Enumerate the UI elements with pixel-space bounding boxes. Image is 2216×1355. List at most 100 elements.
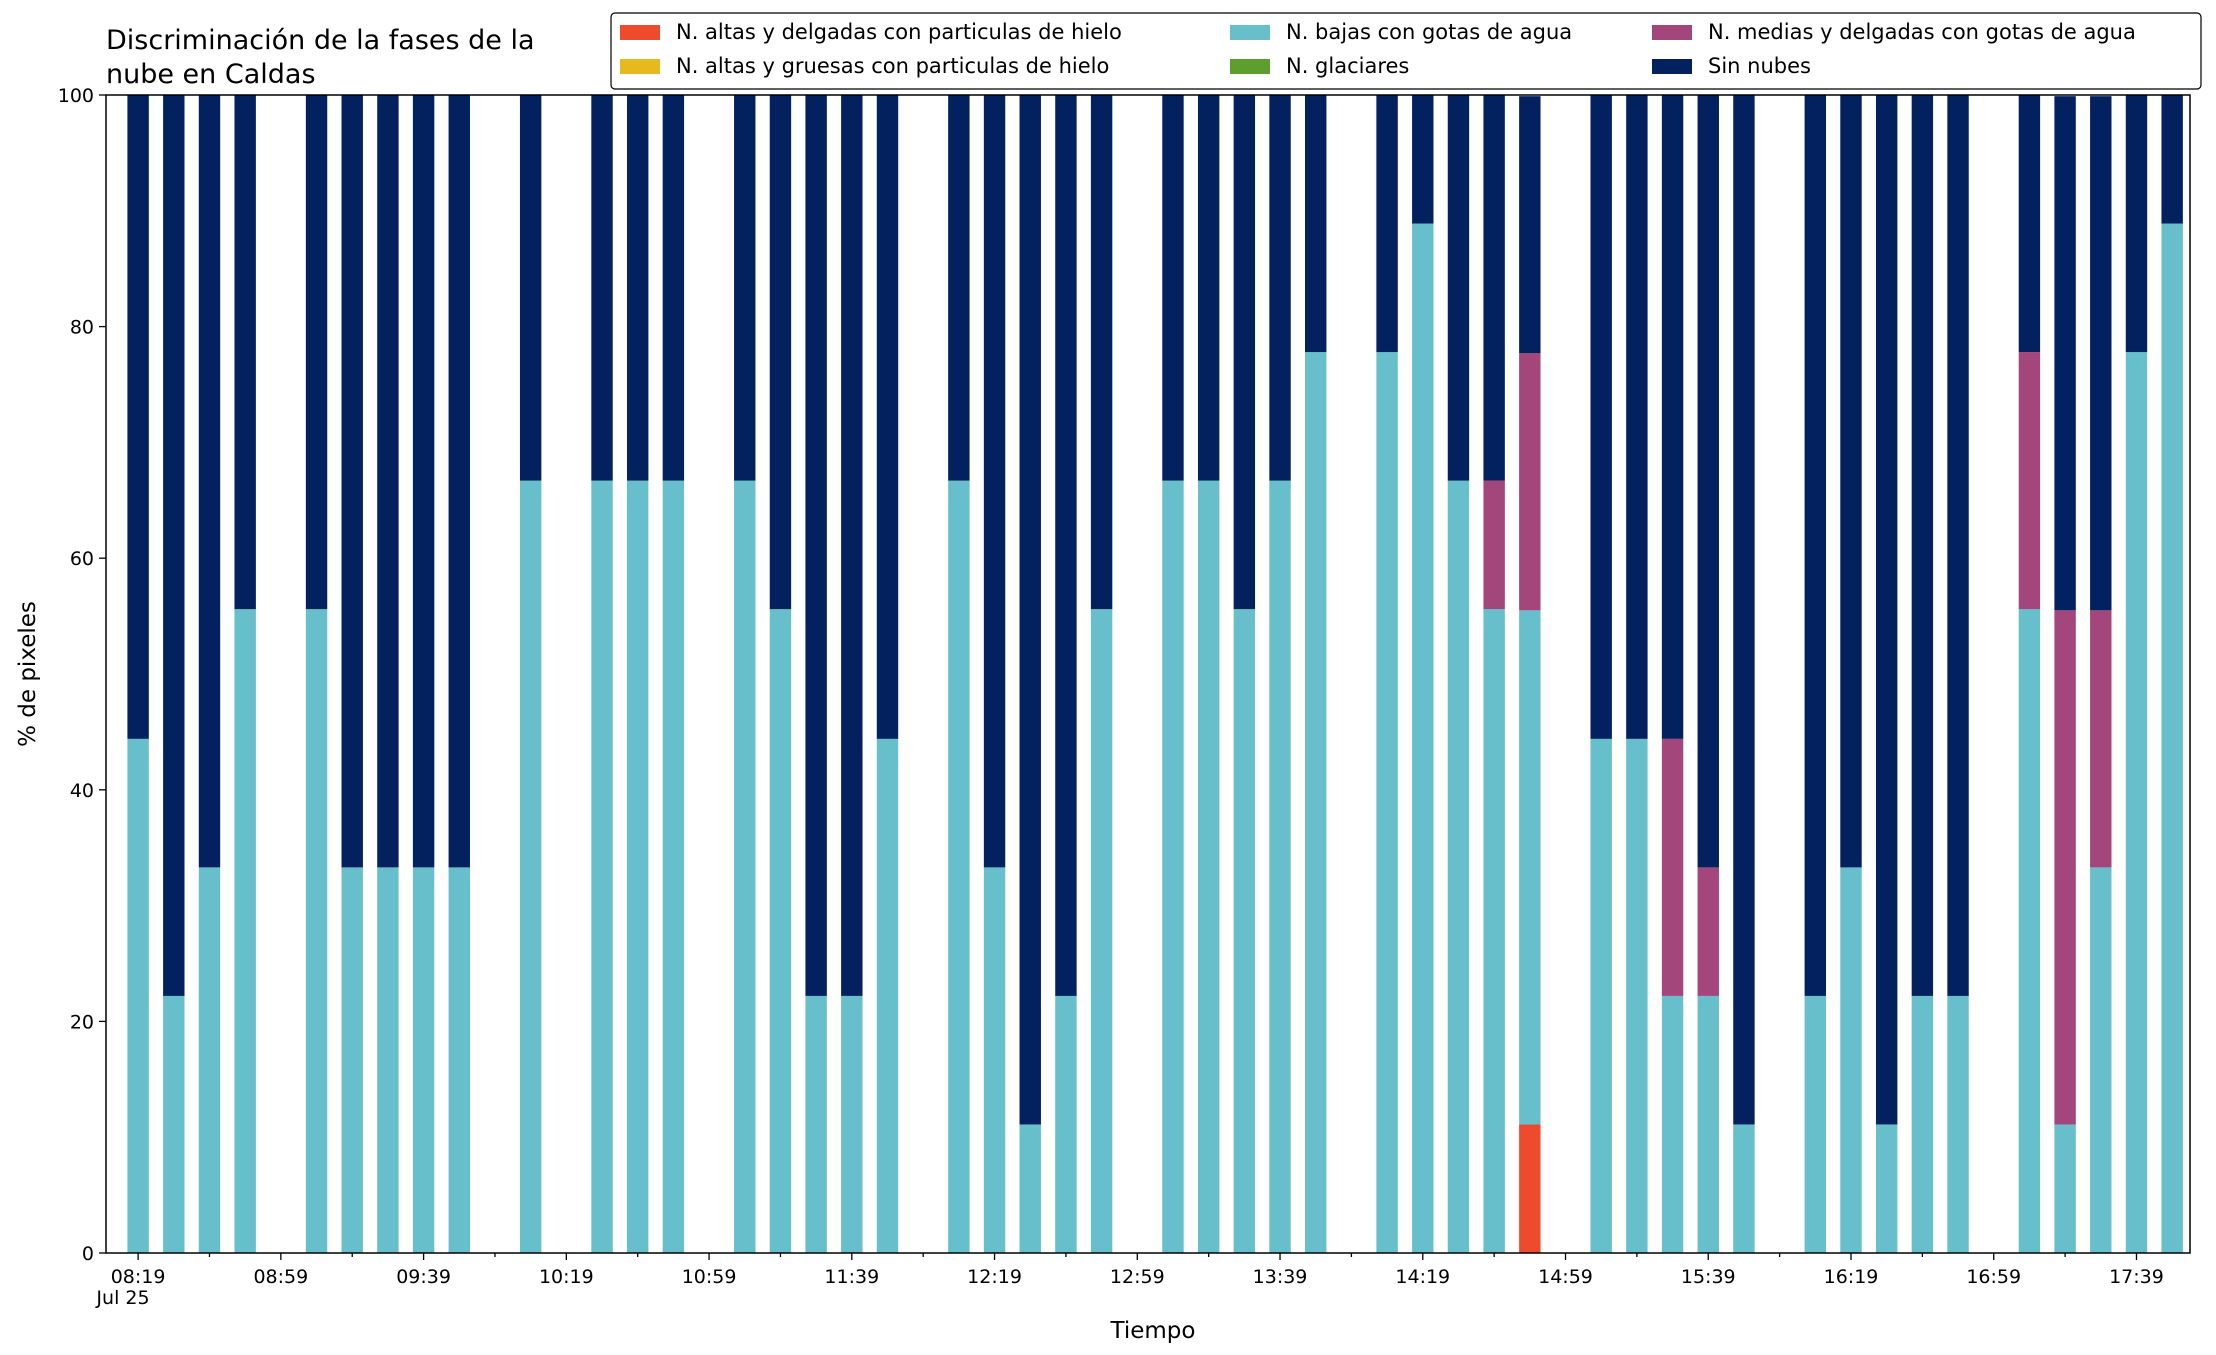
y-tick-label: 100 — [58, 85, 94, 107]
y-tick-label: 0 — [82, 1243, 94, 1265]
bar-segment — [2125, 352, 2148, 1254]
bar-segment — [1840, 95, 1862, 868]
bar-segment — [2161, 223, 2183, 1253]
bar-segment — [1305, 95, 1327, 353]
legend-label: N. glaciares — [1286, 54, 1409, 78]
bar-segment — [163, 95, 185, 996]
legend-label: N. bajas con gotas de agua — [1286, 20, 1572, 44]
bar-segment — [341, 867, 363, 1253]
bar-segment — [769, 609, 792, 1253]
bar-segment — [2090, 867, 2112, 1253]
bar-segment — [1269, 95, 1291, 481]
bar-segment — [127, 95, 149, 739]
bar-segment — [2018, 352, 2041, 610]
bar-segment — [2161, 95, 2183, 224]
bar-segment — [2125, 95, 2148, 353]
bar-segment — [448, 867, 470, 1253]
bar-segment — [1911, 95, 1934, 996]
bar-segment — [198, 95, 221, 868]
bar-segment — [1875, 1124, 1898, 1253]
y-tick-label: 40 — [70, 780, 94, 802]
bar-segment — [1376, 95, 1398, 353]
bar-segment — [1697, 995, 1719, 1253]
bar-segment — [1447, 480, 1470, 1253]
bar-segment — [1519, 96, 1541, 354]
legend-label: Sin nubes — [1708, 54, 1811, 78]
x-tick-label: 14:59 — [1538, 1266, 1593, 1288]
chart-title-line-1: Discriminación de la fases de la — [106, 25, 535, 56]
bar-segment — [1947, 995, 1969, 1253]
x-tick-sublabel: Jul 25 — [95, 1287, 149, 1309]
bar-segment — [1376, 352, 1398, 1254]
bar-segment — [1911, 995, 1934, 1253]
bar-segment — [519, 95, 542, 481]
legend: N. altas y delgadas con particulas de hi… — [610, 12, 2202, 90]
bar-segment — [2018, 609, 2041, 1253]
x-tick-label: 17:39 — [2109, 1266, 2164, 1288]
bar-segment — [627, 95, 649, 481]
bar-segment — [1733, 1124, 1755, 1253]
bar-segment — [1090, 95, 1113, 610]
bar-segment — [1626, 738, 1648, 1253]
bar-segment — [1197, 95, 1220, 481]
bar-segment — [841, 95, 863, 996]
bar-segment — [1626, 95, 1648, 739]
x-tick-label: 11:39 — [824, 1266, 879, 1288]
bar-segment — [341, 95, 363, 868]
bar-segment — [876, 738, 899, 1253]
bar-segment — [1804, 95, 1827, 996]
bar-segment — [1019, 95, 1041, 1125]
bar-segment — [1875, 95, 1898, 1125]
bar-segment — [163, 995, 185, 1253]
y-tick-label: 80 — [70, 317, 94, 339]
bar-segment — [1661, 995, 1684, 1253]
bar-segment — [1090, 609, 1113, 1253]
bar-segment — [1055, 95, 1077, 996]
legend-swatch — [1652, 25, 1692, 40]
bar-segment — [1162, 480, 1184, 1253]
bar-segment — [983, 867, 1006, 1253]
bars-group — [127, 95, 2183, 1254]
bar-segment — [305, 609, 328, 1253]
bar-segment — [1519, 353, 1541, 611]
x-tick-label: 13:39 — [1253, 1266, 1308, 1288]
bar-segment — [948, 95, 970, 481]
x-axis-label: Tiempo — [1110, 1318, 1196, 1344]
bar-segment — [591, 95, 613, 481]
y-axis-label: % de pixeles — [15, 601, 41, 747]
bar-segment — [1412, 95, 1434, 224]
bar-segment — [1661, 738, 1684, 996]
bar-segment — [198, 867, 221, 1253]
bar-segment — [1483, 95, 1505, 481]
bar-segment — [2090, 96, 2112, 611]
bar-segment — [1305, 352, 1327, 1254]
bar-segment — [1269, 480, 1291, 1253]
x-tick-label: 09:39 — [396, 1266, 451, 1288]
bar-segment — [1733, 95, 1755, 1125]
bar-segment — [1840, 867, 1862, 1253]
bar-segment — [734, 480, 756, 1253]
bar-segment — [983, 95, 1006, 868]
bar-segment — [377, 867, 399, 1253]
x-tick-label: 12:59 — [1110, 1266, 1165, 1288]
bar-segment — [1483, 480, 1505, 610]
bar-segment — [1162, 95, 1184, 481]
bar-segment — [412, 867, 435, 1253]
legend-swatch — [1230, 59, 1270, 74]
x-tick-label: 16:19 — [1824, 1266, 1879, 1288]
x-tick-label: 08:59 — [253, 1266, 308, 1288]
bar-segment — [1233, 95, 1256, 610]
bar-segment — [627, 480, 649, 1253]
bar-segment — [1661, 95, 1684, 739]
bar-segment — [1519, 610, 1541, 1125]
y-axis-ticks: 0 20 40 60 80 100 — [58, 85, 106, 1265]
bar-segment — [805, 995, 827, 1253]
bar-segment — [234, 609, 256, 1253]
legend-swatch — [620, 59, 660, 74]
legend-label: N. altas y delgadas con particulas de hi… — [676, 20, 1122, 44]
y-tick-label: 60 — [70, 548, 94, 570]
bar-segment — [448, 95, 470, 868]
bar-segment — [234, 95, 256, 610]
legend-swatch — [1652, 59, 1692, 74]
